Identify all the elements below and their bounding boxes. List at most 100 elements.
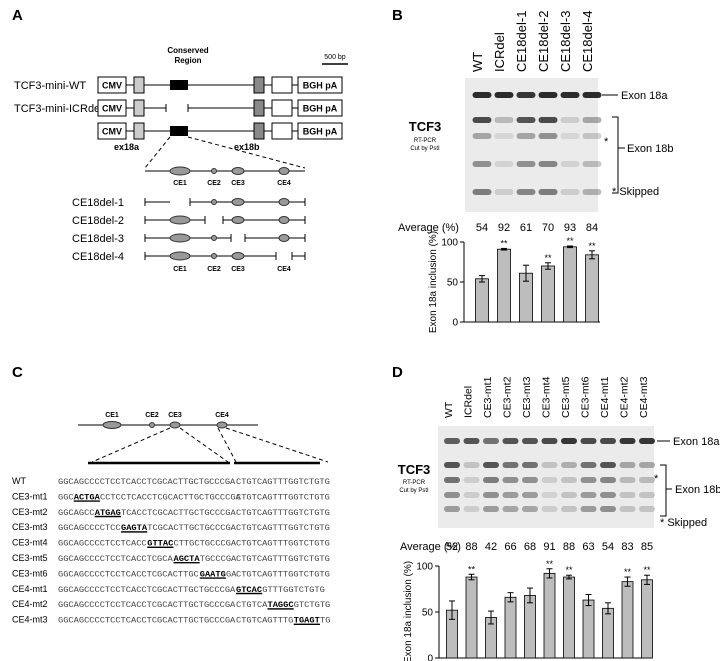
gel-band — [561, 492, 577, 498]
gel-band — [472, 161, 492, 167]
panel-b-averages: 54 92 61 70 93 84 — [476, 222, 598, 234]
seq-segment: CCTCCTCACCTCGCACTTGCTGCCCGA — [100, 492, 242, 502]
lane-label-ce3-mt5: CE3-mt5 — [560, 376, 572, 418]
mutation-seq: ACTGA — [74, 492, 101, 502]
bar-ce4-mt3 — [641, 579, 653, 659]
gel-band — [560, 117, 580, 123]
gel-band — [582, 117, 602, 123]
bottom-ce2-label: CE2 — [207, 266, 221, 273]
lane-label-icrdel: ICRdel — [463, 386, 475, 418]
seq-segment: CTGTCAGTTTGGTCTGTG — [236, 508, 330, 518]
gel-d-exon18b: Exon 18b — [675, 484, 720, 496]
panel-b-label: B — [392, 7, 403, 24]
mutation-seq: AGCTA — [174, 554, 201, 564]
bar-ce3-mt3 — [524, 595, 536, 659]
gel-b-exon18b: Exon 18b — [627, 143, 673, 155]
ce3-label: CE3 — [231, 180, 245, 187]
seq-row-name: WT — [12, 476, 26, 486]
gel-band — [483, 477, 499, 483]
gel-band — [541, 438, 558, 444]
gel-band — [502, 462, 519, 468]
seq-row-name: CE4-mt1 — [12, 584, 48, 594]
gel-d-bands — [444, 438, 655, 512]
gel-band — [516, 189, 536, 195]
significance-mark: ** — [624, 567, 632, 577]
gel-band — [472, 117, 492, 123]
gel-band — [580, 492, 597, 498]
lane-label-ce4-mt1: CE4-mt1 — [599, 376, 611, 418]
seq-segment: GGCAGCCCCTCC — [58, 523, 121, 533]
del-4-label: CE18del-4 — [72, 251, 124, 263]
seq-row-name: CE4-mt3 — [12, 615, 48, 625]
ce1-label: CE1 — [173, 180, 187, 187]
average-value: 84 — [586, 222, 598, 234]
gel-band — [472, 133, 492, 139]
gel-band — [472, 189, 492, 195]
gel-band — [561, 438, 577, 444]
sequence-rows: WT GGCAGCCCCTCCTCACCTCGCACTTGCTGCCCGA CTGT… — [12, 476, 330, 626]
gel-band — [522, 506, 538, 512]
lane-label-ce4-mt3: CE4-mt3 — [638, 376, 650, 418]
gel-band — [561, 477, 577, 483]
gel-band — [560, 189, 580, 195]
seq-segment: CTGTCA — [236, 600, 268, 610]
significance-mark: ** — [643, 565, 651, 575]
bar-wt — [475, 278, 489, 323]
gel-b-star: * — [604, 136, 609, 148]
construct-icrdel-label: TCF3-mini-ICRdel — [14, 103, 103, 115]
conserved-region-label-2: Region — [174, 56, 201, 65]
seq-segment: TGCCCGA — [200, 554, 237, 564]
average-value: 91 — [543, 541, 555, 553]
seq-segment: GGCAGCCCCTCCTCACCTCGCACTTGCTGCCCGA — [58, 600, 236, 610]
panel-d: D WT ICRdel CE3-mt1 CE3-mt2 CE3-mt3 CE3-mt4 CE… — [392, 364, 720, 661]
lane-label-wt: WT — [470, 52, 485, 72]
bar-ce4-mt2 — [621, 581, 634, 659]
lane-label-ce3-mt1: CE3-mt1 — [482, 376, 494, 418]
average-value: 88 — [563, 541, 575, 553]
seq-segment: GGCAGCCCCTCCTCACC — [58, 539, 147, 549]
gel-band — [538, 133, 558, 139]
lane-label-ce4-mt2: CE4-mt2 — [619, 376, 631, 418]
gel-band — [619, 506, 636, 512]
panel-c-track: CE1 CE2 CE3 CE4 — [78, 412, 329, 465]
bar-icrdel — [465, 576, 478, 659]
panel-a: A 500 bp Conserved Region TCF3-mini-WT C… — [12, 7, 348, 273]
gel-d-skipped: * Skipped — [660, 517, 707, 529]
significance-mark: ** — [566, 236, 574, 246]
mutation-seq: GTTAC — [147, 539, 173, 549]
gel-band — [541, 462, 558, 468]
gel-band — [463, 506, 480, 512]
y-tick-label: 50 — [447, 278, 459, 289]
seq-segment: GTCTGTG — [294, 600, 331, 610]
lane-label-ce18del-3: CE18del-3 — [558, 11, 573, 72]
ex18b-label: ex18b — [234, 142, 260, 152]
mutation-seq: TGAGT — [294, 616, 320, 626]
gel-band — [600, 462, 616, 468]
gel-band — [502, 492, 519, 498]
average-value: 63 — [582, 541, 594, 553]
y-axis-label: Exon 18a inclusion (%) — [403, 561, 414, 661]
seq-segment: CTGTCAGTTTGGTCTGTG — [236, 492, 330, 502]
gel-band — [483, 438, 499, 444]
y-tick-label: 100 — [416, 562, 433, 573]
seq-segment: GGCAGCCCCTCCTCACCTCGCACTTGC — [58, 569, 199, 579]
gel-band — [639, 492, 655, 498]
c-ce4-label: CE4 — [215, 412, 229, 419]
lane-label-ce3-mt3: CE3-mt3 — [521, 376, 533, 418]
gel-band — [494, 189, 514, 195]
gel-band — [560, 161, 580, 167]
cmv-box-3: CMV — [102, 127, 122, 137]
y-tick-label: 0 — [452, 318, 458, 329]
bar-ce3-mt4 — [543, 572, 556, 659]
seq-row-name: CE3-mt6 — [12, 568, 48, 578]
gel-band — [444, 506, 460, 512]
ce4-mark — [278, 167, 290, 175]
gel-band — [619, 477, 636, 483]
ce2-mark — [211, 168, 217, 174]
conserved-element-track: CE1 CE2 CE3 CE4 — [145, 166, 305, 187]
gel-band — [463, 438, 480, 444]
gel-band — [582, 161, 602, 167]
gel-band — [541, 492, 558, 498]
gel-band — [538, 117, 558, 123]
